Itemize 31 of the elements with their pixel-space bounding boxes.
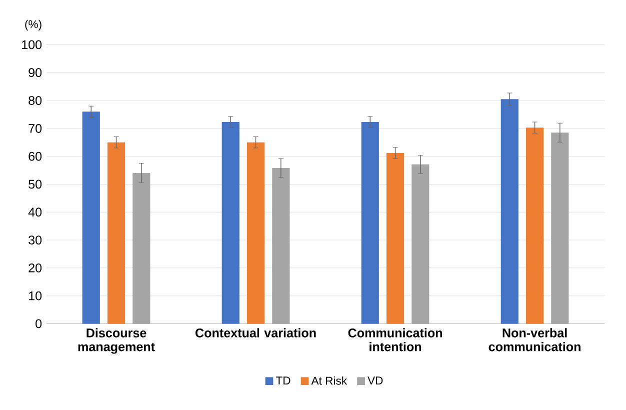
bar [222,122,240,324]
bar [272,168,290,324]
legend-label: VD [368,376,383,385]
y-tick-label: 50 [28,180,42,189]
y-tick-label: 20 [28,264,42,273]
bar [386,153,404,324]
x-tick-label: Non-verbal communication [488,328,580,352]
y-tick-label: 10 [29,292,42,300]
y-axis-title: (%) [25,20,42,31]
y-tick-label: 90 [28,68,42,78]
y-tick-label: 40 [28,208,42,217]
bar [246,142,265,324]
y-tick-label: 70 [28,124,42,134]
bar [82,112,100,324]
bar [500,99,518,324]
bar [132,173,150,324]
bar [526,128,544,324]
bar [107,142,126,324]
bar [361,122,379,324]
y-tick-label: 80 [28,96,42,106]
x-tick-label: Contextual variation [196,328,316,338]
legend-label: TD [276,376,290,385]
legend-label: At Risk [311,376,348,385]
y-tick-label: 100 [22,40,42,50]
y-tick-label: 60 [28,152,42,161]
y-tick-label: 0 [36,319,42,328]
y-tick-label: 30 [28,236,42,245]
x-tick-label: Communication intention [348,328,442,352]
x-tick-label: Discourse management [78,328,155,354]
bar [412,164,430,324]
bar [551,132,569,324]
